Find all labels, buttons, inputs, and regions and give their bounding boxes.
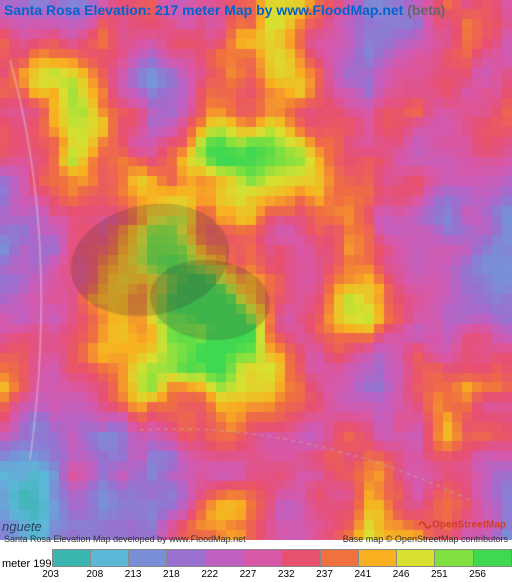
title-main: Santa Rosa Elevation: 217 meter Map by w… — [4, 2, 403, 18]
legend-value: 203 — [39, 569, 63, 580]
place-label: nguete — [2, 519, 42, 534]
legend-swatch: 237 — [320, 549, 358, 567]
legend-swatch: 213 — [128, 549, 166, 567]
legend-swatch: 241 — [358, 549, 396, 567]
legend-swatch: 218 — [166, 549, 204, 567]
legend-value: 227 — [236, 569, 260, 580]
legend-value: 256 — [466, 569, 490, 580]
legend-swatch: 256 — [473, 549, 512, 567]
legend-value: 222 — [198, 569, 222, 580]
title-beta: (beta) — [407, 2, 445, 18]
legend-swatch: 208 — [90, 549, 128, 567]
legend-value: 232 — [274, 569, 298, 580]
map-title: Santa Rosa Elevation: 217 meter Map by w… — [4, 2, 445, 18]
osm-logo: OpenStreetMap — [418, 518, 506, 532]
legend-swatch: 232 — [281, 549, 319, 567]
legend-swatch: 222 — [205, 549, 243, 567]
legend-swatch: 246 — [396, 549, 434, 567]
legend-value: 251 — [427, 569, 451, 580]
legend-swatch: 227 — [243, 549, 281, 567]
map-container: Santa Rosa Elevation: 217 meter Map by w… — [0, 0, 512, 582]
legend-scale: 203208213218222227232237241246251256 — [52, 549, 512, 579]
legend-value: 218 — [159, 569, 183, 580]
legend-value: 246 — [389, 569, 413, 580]
elevation-legend: meter 199 203208213218222227232237241246… — [0, 546, 512, 582]
legend-value: 241 — [351, 569, 375, 580]
osm-label: OpenStreetMap — [432, 520, 506, 531]
credit-developer: Santa Rosa Elevation Map developed by ww… — [4, 534, 246, 544]
legend-swatch: 251 — [434, 549, 472, 567]
legend-value: 213 — [121, 569, 145, 580]
elevation-heatmap — [0, 0, 512, 540]
legend-swatch: 203 — [52, 549, 90, 567]
legend-value: 208 — [83, 569, 107, 580]
legend-value: 237 — [313, 569, 337, 580]
credit-basemap: Base map © OpenStreetMap contributors — [343, 534, 508, 544]
